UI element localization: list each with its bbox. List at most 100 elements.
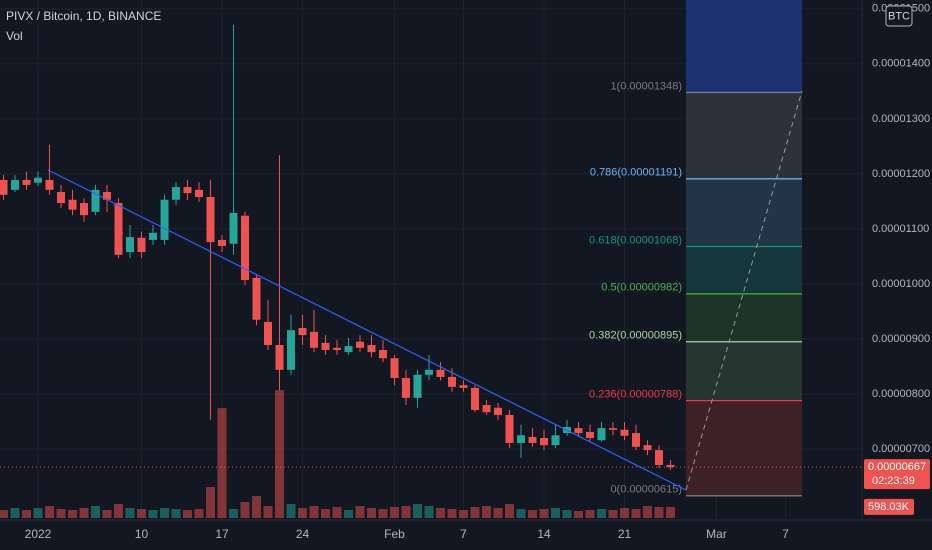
volume-bar: [298, 508, 307, 518]
volume-bar: [240, 502, 250, 518]
candle-body: [206, 196, 215, 243]
candle-body: [91, 189, 100, 212]
volume-bar: [367, 508, 376, 518]
candle-body: [448, 376, 456, 387]
volume-bar: [171, 509, 181, 518]
candle-body: [183, 187, 192, 194]
candle-body: [517, 435, 525, 443]
volume-bar: [217, 408, 227, 518]
candle-body: [241, 215, 249, 281]
volume-bar: [68, 510, 77, 518]
volume-bar: [551, 508, 560, 518]
y-tick-label: 0.00001300: [872, 113, 930, 125]
volume-label: 598.03K: [868, 501, 910, 513]
fib-band: [686, 0, 802, 93]
volume-pane: [0, 390, 675, 518]
candle-body: [413, 374, 422, 398]
y-tick-label: 0.00000700: [872, 443, 930, 455]
currency-box[interactable]: [885, 5, 913, 27]
volume-bar: [447, 509, 457, 518]
y-tick-label: 0.00000800: [872, 388, 930, 400]
volume-title: Vol: [6, 29, 23, 43]
candle-body: [333, 347, 341, 350]
fib-level-label: 0.618(0.00001068): [589, 234, 682, 246]
volume-bar: [252, 496, 261, 518]
candle-body: [80, 203, 88, 216]
candle-body: [620, 429, 629, 436]
candle-body: [0, 179, 8, 195]
candle-body: [160, 199, 169, 240]
candle-body: [22, 179, 31, 185]
currency-label[interactable]: BTC: [888, 10, 910, 22]
volume-bar: [574, 511, 583, 518]
x-tick-label: 14: [537, 527, 551, 541]
candle-body: [632, 433, 640, 447]
volume-bar: [401, 506, 411, 518]
candle-body: [11, 179, 19, 190]
candle-body: [586, 431, 594, 439]
volume-bar: [263, 506, 273, 518]
volume-bar: [355, 506, 365, 518]
x-tick-label: 7: [460, 527, 467, 541]
candle-body: [126, 237, 134, 253]
candle-body: [298, 327, 307, 336]
y-tick-label: 0.00001400: [872, 58, 930, 70]
volume-bar: [390, 507, 399, 518]
candle-body: [609, 428, 617, 430]
candle-body: [103, 192, 111, 200]
candle-body: [229, 212, 238, 244]
candle-body: [137, 237, 146, 253]
x-tick-label: 10: [135, 527, 149, 541]
volume-bar: [160, 508, 169, 518]
trend-line: [47, 169, 687, 491]
chart-title: PIVX / Bitcoin, 1D, BINANCE: [6, 9, 161, 23]
fib-band: [686, 246, 802, 294]
volume-bar: [631, 509, 641, 518]
x-tick-label: 7: [782, 527, 789, 541]
volume-bar: [413, 504, 422, 518]
candle-body: [252, 277, 261, 320]
candle-body: [149, 232, 157, 240]
volume-bar: [183, 510, 192, 518]
candle-body: [264, 321, 272, 346]
last-price-tag: 0.00000667 02:23:39: [864, 459, 930, 490]
volume-bar: [505, 504, 514, 518]
y-tick-label: 0.00001100: [872, 223, 929, 235]
candle-body: [114, 203, 123, 255]
fib-level-label: 0.382(0.00000895): [589, 330, 682, 342]
candle-body: [540, 438, 548, 446]
candle-body: [172, 187, 180, 200]
volume-bar: [137, 509, 146, 518]
x-tick-label: Feb: [384, 527, 405, 541]
volume-bar: [493, 508, 503, 518]
candle-body: [643, 445, 652, 451]
candle-body: [68, 199, 77, 210]
volume-bar: [424, 506, 434, 518]
candle-body: [390, 358, 399, 379]
volume-bar: [654, 507, 664, 518]
volume-bar: [620, 508, 629, 518]
volume-bar: [332, 507, 342, 518]
volume-bar: [643, 506, 652, 518]
volume-bar: [666, 506, 675, 518]
candle-body: [275, 345, 284, 370]
candle-body: [379, 349, 387, 359]
axes: 0.00000700 0.00000800 0.00000900 0.00001000…: [25, 3, 930, 541]
volume-bar: [344, 510, 353, 518]
candle-body: [321, 342, 330, 350]
volume-bar: [562, 510, 572, 518]
volume-bar: [10, 508, 20, 518]
volume-bar: [378, 509, 388, 518]
volume-bar: [79, 508, 89, 518]
candle-body: [425, 369, 433, 375]
volume-bar: [194, 509, 204, 518]
volume-bar: [459, 510, 468, 518]
fib-band: [686, 178, 802, 247]
volume-bar: [56, 509, 66, 518]
candle-body: [344, 346, 353, 353]
volume-bar: [585, 510, 595, 518]
price-axis: [862, 0, 932, 550]
volume-bar: [0, 510, 8, 518]
